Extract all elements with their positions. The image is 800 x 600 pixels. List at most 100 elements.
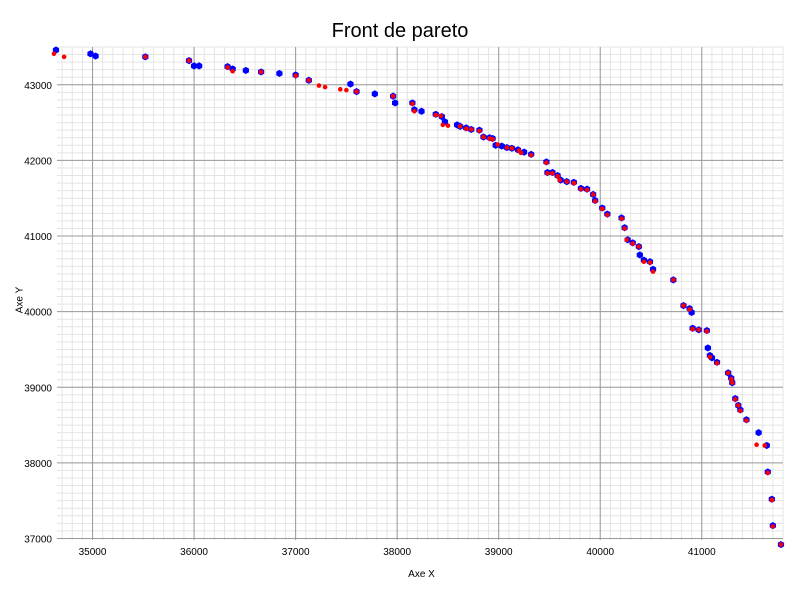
data-point-red xyxy=(592,198,598,204)
data-point-blue xyxy=(636,251,643,259)
y-axis-ticks: 37000 38000 39000 40000 41000 42000 43000 xyxy=(24,81,52,546)
x-tick-label: 38000 xyxy=(383,547,411,558)
data-point-red xyxy=(412,108,417,114)
y-tick-label: 43000 xyxy=(24,81,52,92)
data-point-red xyxy=(445,123,451,128)
data-point-red xyxy=(641,259,647,265)
data-point-red xyxy=(647,260,653,265)
x-axis-label: Axe X xyxy=(408,569,435,580)
data-point-red xyxy=(624,237,629,243)
data-point-red xyxy=(622,226,627,231)
data-point-red xyxy=(725,370,731,376)
x-tick-label: 36000 xyxy=(180,547,208,558)
data-point-blue xyxy=(190,62,198,70)
data-point-blue xyxy=(371,90,378,98)
data-point-red xyxy=(707,354,713,360)
data-point-red xyxy=(564,179,570,184)
data-point-red xyxy=(51,51,57,57)
data-point-red xyxy=(258,69,264,75)
data-point-red xyxy=(468,127,474,132)
data-point-red xyxy=(545,170,550,176)
data-point-red xyxy=(619,216,624,221)
data-point-red xyxy=(495,142,500,147)
data-point-red xyxy=(584,187,590,193)
data-point-blue xyxy=(704,344,711,352)
data-point-red xyxy=(477,128,482,134)
data-point-red xyxy=(736,403,741,408)
data-point-red xyxy=(544,160,549,165)
plot-background xyxy=(57,47,783,540)
data-point-red xyxy=(344,87,349,93)
data-point-red xyxy=(518,150,524,156)
data-point-blue xyxy=(418,107,425,115)
data-point-red xyxy=(433,112,439,118)
data-point-red xyxy=(690,326,695,332)
data-point-red xyxy=(555,173,560,179)
data-point-red xyxy=(509,146,515,151)
data-point-red xyxy=(316,83,322,88)
data-point-blue xyxy=(755,429,762,437)
data-point-red xyxy=(490,136,495,142)
data-point-blue xyxy=(498,142,505,150)
data-point-red xyxy=(571,180,577,186)
y-tick-label: 37000 xyxy=(24,534,52,545)
data-point-red xyxy=(714,360,720,366)
data-points xyxy=(51,46,785,549)
data-point-red xyxy=(457,124,463,129)
data-point-red xyxy=(463,126,469,131)
data-point-red xyxy=(696,327,702,333)
y-tick-label: 39000 xyxy=(24,383,52,394)
data-point-red xyxy=(744,418,749,423)
data-point-red xyxy=(322,84,328,90)
data-point-red xyxy=(704,329,710,334)
data-point-red xyxy=(671,277,676,283)
data-point-red xyxy=(354,89,359,94)
data-point-red xyxy=(578,186,584,192)
data-point-red xyxy=(293,73,298,79)
data-point-red xyxy=(438,113,444,119)
data-point-red xyxy=(738,408,743,414)
data-point-red xyxy=(754,442,759,448)
data-point-red xyxy=(390,93,396,99)
data-point-red xyxy=(778,542,784,547)
data-point-red xyxy=(557,177,562,183)
data-point-red xyxy=(186,58,192,63)
data-point-blue xyxy=(276,69,283,78)
x-tick-label: 35000 xyxy=(79,547,107,558)
data-point-red xyxy=(636,244,642,249)
y-tick-label: 38000 xyxy=(24,459,52,470)
data-point-red xyxy=(687,307,692,312)
data-point-red xyxy=(410,101,415,107)
data-point-red xyxy=(306,77,312,83)
data-point-red xyxy=(762,443,768,448)
data-point-red xyxy=(769,497,775,503)
x-tick-label: 37000 xyxy=(282,547,310,558)
data-point-red xyxy=(225,65,230,70)
x-tick-label: 41000 xyxy=(688,547,716,558)
data-point-red xyxy=(61,54,67,60)
data-point-red xyxy=(481,134,486,140)
data-point-red xyxy=(528,152,534,158)
data-point-red xyxy=(630,241,636,246)
data-point-blue xyxy=(87,50,94,58)
data-point-red xyxy=(605,212,610,218)
x-tick-label: 39000 xyxy=(485,547,513,558)
data-point-red xyxy=(337,87,343,92)
y-tick-label: 42000 xyxy=(24,156,52,167)
data-point-blue xyxy=(347,80,354,88)
y-tick-label: 41000 xyxy=(24,232,52,243)
data-point-red xyxy=(599,206,605,212)
data-point-red xyxy=(770,524,776,529)
data-point-blue xyxy=(392,99,399,107)
data-point-blue xyxy=(196,62,203,70)
chart-title: Front de pareto xyxy=(331,20,469,42)
data-point-red xyxy=(440,122,446,128)
data-point-red xyxy=(681,303,686,308)
data-point-red xyxy=(550,170,555,176)
data-point-red xyxy=(729,380,735,386)
data-point-red xyxy=(728,376,734,382)
data-point-red xyxy=(504,145,510,150)
y-tick-label: 40000 xyxy=(24,308,52,319)
